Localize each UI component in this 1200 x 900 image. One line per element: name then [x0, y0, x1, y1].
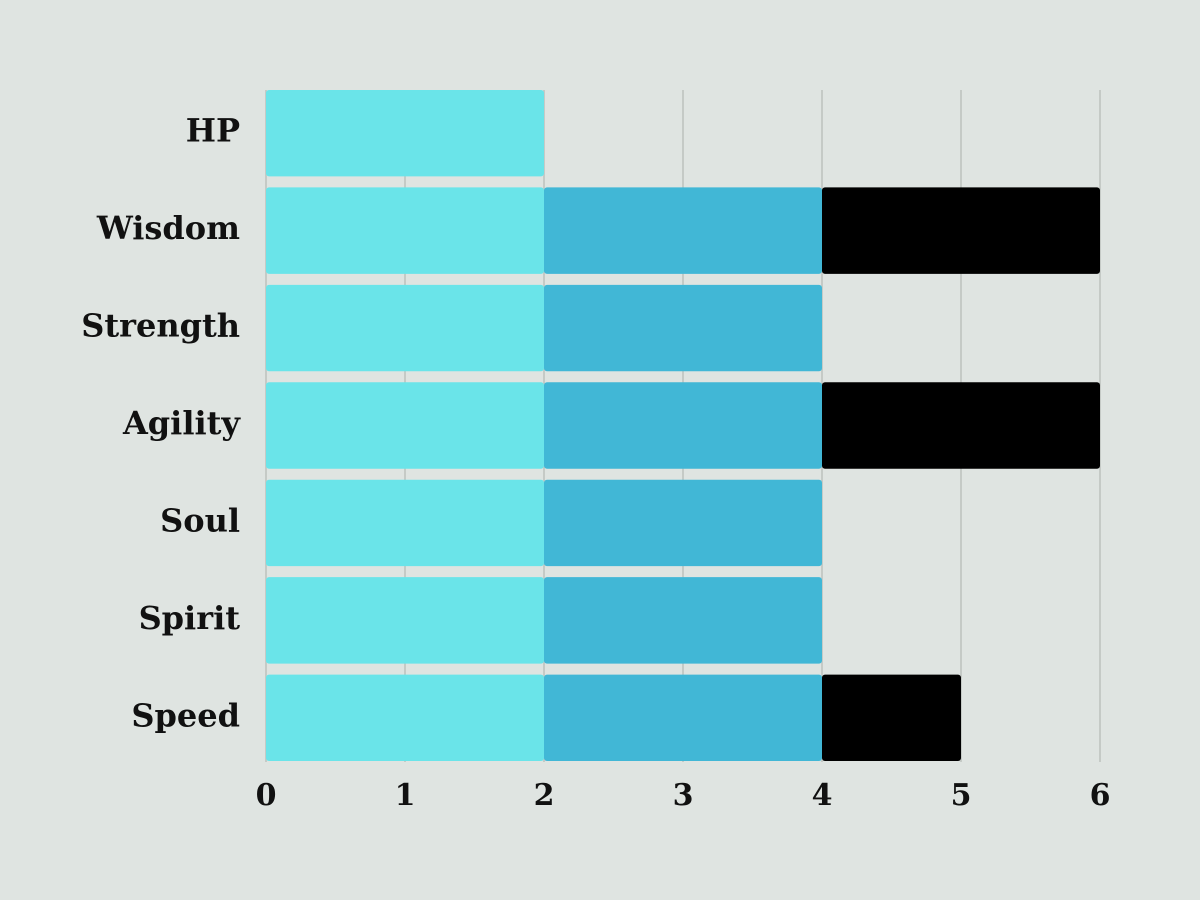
bar-segment	[822, 674, 961, 761]
bars	[266, 90, 1100, 761]
x-tick-label: 6	[1090, 778, 1111, 813]
bar-segment	[266, 382, 544, 469]
x-tick-label: 1	[395, 778, 416, 813]
bar-segment	[822, 187, 1100, 274]
x-tick-label: 5	[951, 778, 972, 813]
y-tick-label: Soul	[160, 501, 240, 539]
bar-segment	[822, 382, 1100, 469]
bar-segment	[266, 577, 544, 664]
bar-segment	[544, 187, 822, 274]
y-tick-label: HP	[186, 112, 240, 150]
x-tick-label: 2	[534, 778, 555, 813]
x-tick-label: 0	[256, 778, 277, 813]
y-tick-label: Agility	[122, 404, 241, 442]
bar-segment	[266, 187, 544, 274]
bar-segment	[544, 382, 822, 469]
bar-segment	[266, 284, 544, 372]
labels: 0 1 2 3 4 5 6 HP Wisdom Strength Agility Soul Spirit…	[81, 112, 1110, 813]
bar-segment	[544, 284, 822, 372]
bar-segment	[544, 674, 822, 761]
frame-decoration	[0, 8, 1200, 895]
y-tick-label: Spirit	[139, 599, 241, 637]
x-tick-label: 3	[673, 778, 694, 813]
y-tick-label: Wisdom	[96, 209, 240, 247]
y-tick-label: Strength	[81, 307, 240, 345]
x-tick-label: 4	[812, 778, 833, 813]
bar-segment	[266, 479, 544, 567]
y-tick-label: Speed	[131, 696, 240, 734]
bar-segment	[544, 479, 822, 567]
bar-segment	[266, 90, 544, 177]
bar-segment	[266, 674, 544, 761]
bar-segment	[544, 577, 822, 664]
